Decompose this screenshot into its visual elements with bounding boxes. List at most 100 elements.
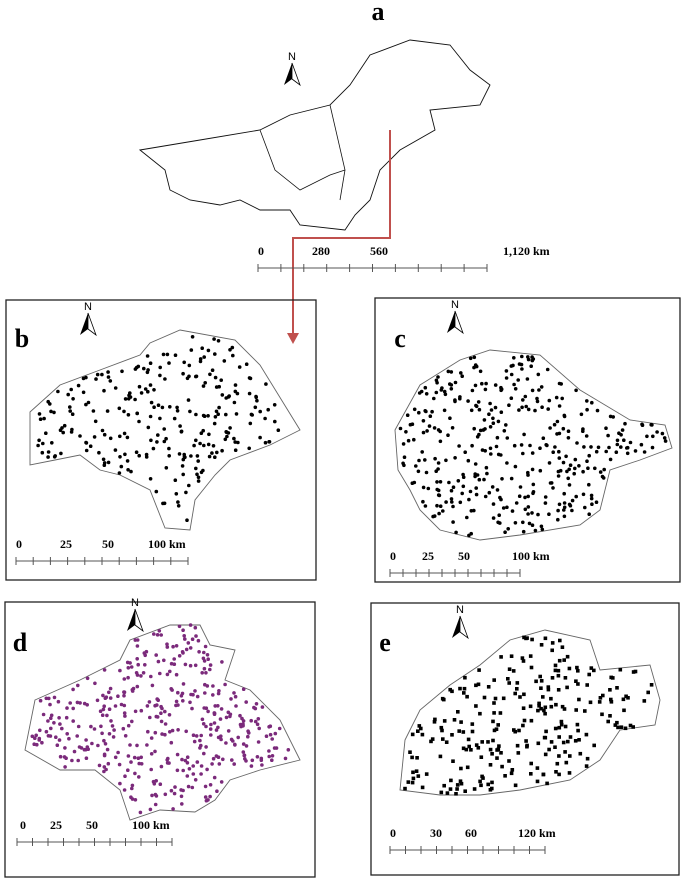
sample-point <box>158 373 162 378</box>
sample-point <box>129 760 133 764</box>
sample-point <box>557 772 561 777</box>
sample-point <box>164 466 169 470</box>
sample-point <box>473 462 478 466</box>
sample-point <box>156 433 160 437</box>
sample-point <box>272 403 277 407</box>
sample-point <box>406 780 411 784</box>
sample-point <box>174 672 179 677</box>
sample-point <box>543 705 548 710</box>
sample-point <box>436 461 441 465</box>
sample-point <box>158 671 162 676</box>
sample-point <box>576 728 580 733</box>
sample-point <box>119 464 124 469</box>
sample-point <box>147 700 152 704</box>
sample-point <box>470 388 475 393</box>
sample-point <box>609 675 613 680</box>
sample-point <box>491 416 495 421</box>
sample-point <box>550 641 555 645</box>
sample-point <box>200 717 205 722</box>
sample-point <box>492 701 496 705</box>
sample-point <box>125 435 130 440</box>
sample-point <box>65 706 69 710</box>
sample-point <box>622 708 626 713</box>
sample-point <box>166 756 170 761</box>
sample-point <box>410 732 415 737</box>
sample-point <box>582 445 586 449</box>
sample-point <box>466 399 470 403</box>
sample-point <box>213 375 218 380</box>
sample-point <box>190 335 195 339</box>
sample-point <box>558 638 562 643</box>
sample-point <box>498 495 502 500</box>
sample-point <box>486 782 490 787</box>
sample-point <box>170 688 174 692</box>
sample-point <box>135 657 139 661</box>
sample-point <box>411 770 415 775</box>
sample-point <box>109 719 113 723</box>
sample-point <box>472 508 476 513</box>
sample-point <box>233 383 238 387</box>
sample-point <box>435 503 439 508</box>
sample-point <box>438 480 443 484</box>
sample-point <box>577 738 581 742</box>
sample-point <box>134 671 139 675</box>
sample-point <box>650 423 654 427</box>
sample-point <box>531 482 536 487</box>
sample-point <box>454 792 458 796</box>
sample-point <box>590 502 594 507</box>
sample-point <box>607 445 611 450</box>
sample-point <box>421 499 425 504</box>
sample-point <box>96 743 100 748</box>
sample-point <box>200 346 204 351</box>
sample-point <box>441 509 445 513</box>
north-arrow <box>447 311 455 333</box>
sample-point <box>258 409 263 414</box>
sample-point <box>257 726 262 731</box>
sample-point <box>530 388 535 393</box>
sample-point <box>513 521 518 525</box>
north-label: N <box>288 51 296 63</box>
panel-frame <box>4 601 316 878</box>
sample-point <box>130 719 134 724</box>
sample-point <box>135 411 139 416</box>
sample-point <box>553 745 557 749</box>
sample-point <box>42 416 46 421</box>
sample-point <box>615 686 619 690</box>
sample-point <box>126 675 130 680</box>
sample-point <box>171 807 175 811</box>
sample-point <box>201 384 206 388</box>
sample-point <box>37 438 41 443</box>
sample-point <box>202 751 206 756</box>
sample-point <box>556 673 561 678</box>
sample-point <box>93 419 98 424</box>
sample-point <box>217 384 221 389</box>
sample-point <box>148 361 153 366</box>
sample-point <box>548 426 552 430</box>
sample-point <box>461 484 466 489</box>
sample-point <box>490 485 495 489</box>
sample-point <box>136 756 141 760</box>
sample-point <box>101 457 106 462</box>
sample-point <box>209 722 213 727</box>
sample-point <box>137 419 141 424</box>
sample-point <box>410 481 415 486</box>
sample-point <box>472 787 477 791</box>
sample-point <box>518 695 522 699</box>
sample-point <box>472 426 477 431</box>
sample-point <box>478 369 483 374</box>
sample-point <box>460 491 465 496</box>
sample-point <box>433 456 437 461</box>
sample-point <box>201 468 205 473</box>
sample-point <box>123 452 127 457</box>
sample-point <box>575 665 579 670</box>
sample-point <box>128 743 132 747</box>
sample-point <box>135 684 140 689</box>
sample-point <box>103 696 108 700</box>
sample-point <box>205 767 209 772</box>
sample-point <box>71 687 75 692</box>
sample-point <box>539 524 544 529</box>
sample-point <box>530 451 535 455</box>
sample-point <box>226 710 231 715</box>
sample-point <box>90 741 94 746</box>
sample-point <box>97 763 102 768</box>
